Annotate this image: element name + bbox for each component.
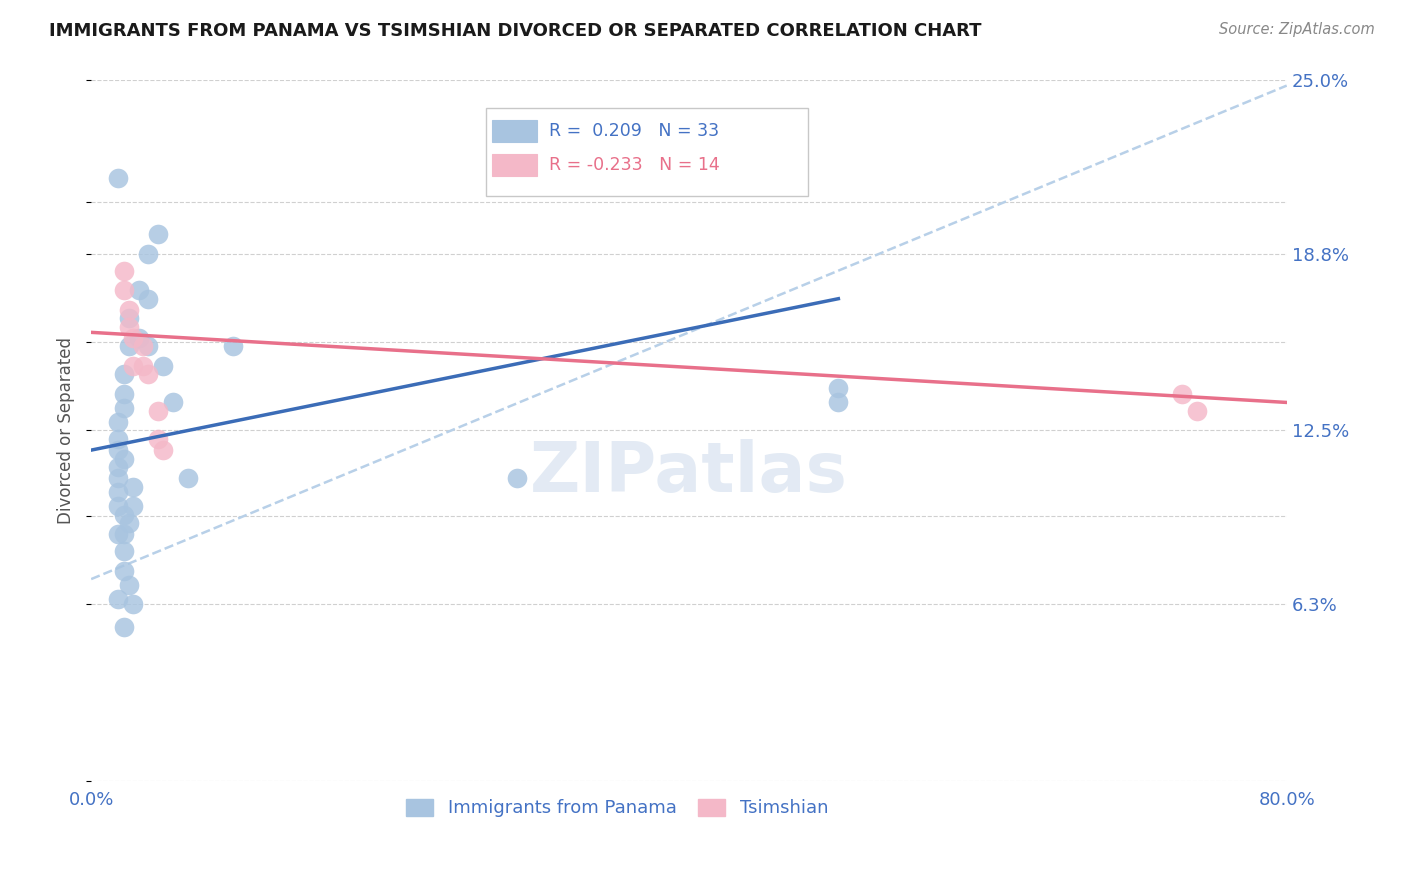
FancyBboxPatch shape [492,153,537,176]
Point [117,311,139,326]
Point [827,395,849,409]
Point [132,359,155,373]
Point [112,387,135,401]
Text: R = -0.233   N = 14: R = -0.233 N = 14 [550,156,720,174]
Point [1185,404,1208,418]
Point [117,339,139,353]
Point [112,564,135,578]
Point [827,381,849,395]
Point [1171,387,1194,401]
Point [117,578,139,592]
Point [148,404,170,418]
Point [112,620,135,634]
FancyBboxPatch shape [492,120,537,143]
Point [107,527,129,541]
Point [122,479,145,493]
Point [107,432,129,446]
Point [177,471,200,485]
Point [107,459,129,474]
Text: IMMIGRANTS FROM PANAMA VS TSIMSHIAN DIVORCED OR SEPARATED CORRELATION CHART: IMMIGRANTS FROM PANAMA VS TSIMSHIAN DIVO… [49,22,981,40]
Point [112,451,135,466]
Point [112,508,135,522]
Point [107,485,129,500]
Point [136,247,159,261]
Point [107,591,129,606]
Point [112,283,135,297]
Point [117,516,139,530]
Legend: Immigrants from Panama, Tsimshian: Immigrants from Panama, Tsimshian [399,791,835,824]
Y-axis label: Divorced or Separated: Divorced or Separated [58,337,75,524]
Point [136,368,159,382]
Point [117,319,139,334]
Point [112,527,135,541]
Text: ZIPatlas: ZIPatlas [530,439,848,506]
Point [107,443,129,458]
Point [112,368,135,382]
Text: Source: ZipAtlas.com: Source: ZipAtlas.com [1219,22,1375,37]
Point [132,339,155,353]
Point [117,302,139,317]
Point [107,415,129,429]
Point [122,331,145,345]
Text: R =  0.209   N = 33: R = 0.209 N = 33 [550,122,720,140]
Point [112,401,135,415]
Point [128,331,150,345]
Point [162,395,184,409]
Point [148,227,170,242]
Point [122,359,145,373]
Point [136,339,159,353]
Point [506,471,529,485]
Point [136,292,159,306]
Point [107,499,129,513]
Point [222,339,245,353]
Point [107,171,129,186]
Point [128,283,150,297]
Point [152,443,174,458]
FancyBboxPatch shape [485,108,808,195]
Point [112,544,135,558]
Point [107,471,129,485]
Point [152,359,174,373]
Point [112,263,135,277]
Point [148,432,170,446]
Point [122,598,145,612]
Point [122,499,145,513]
